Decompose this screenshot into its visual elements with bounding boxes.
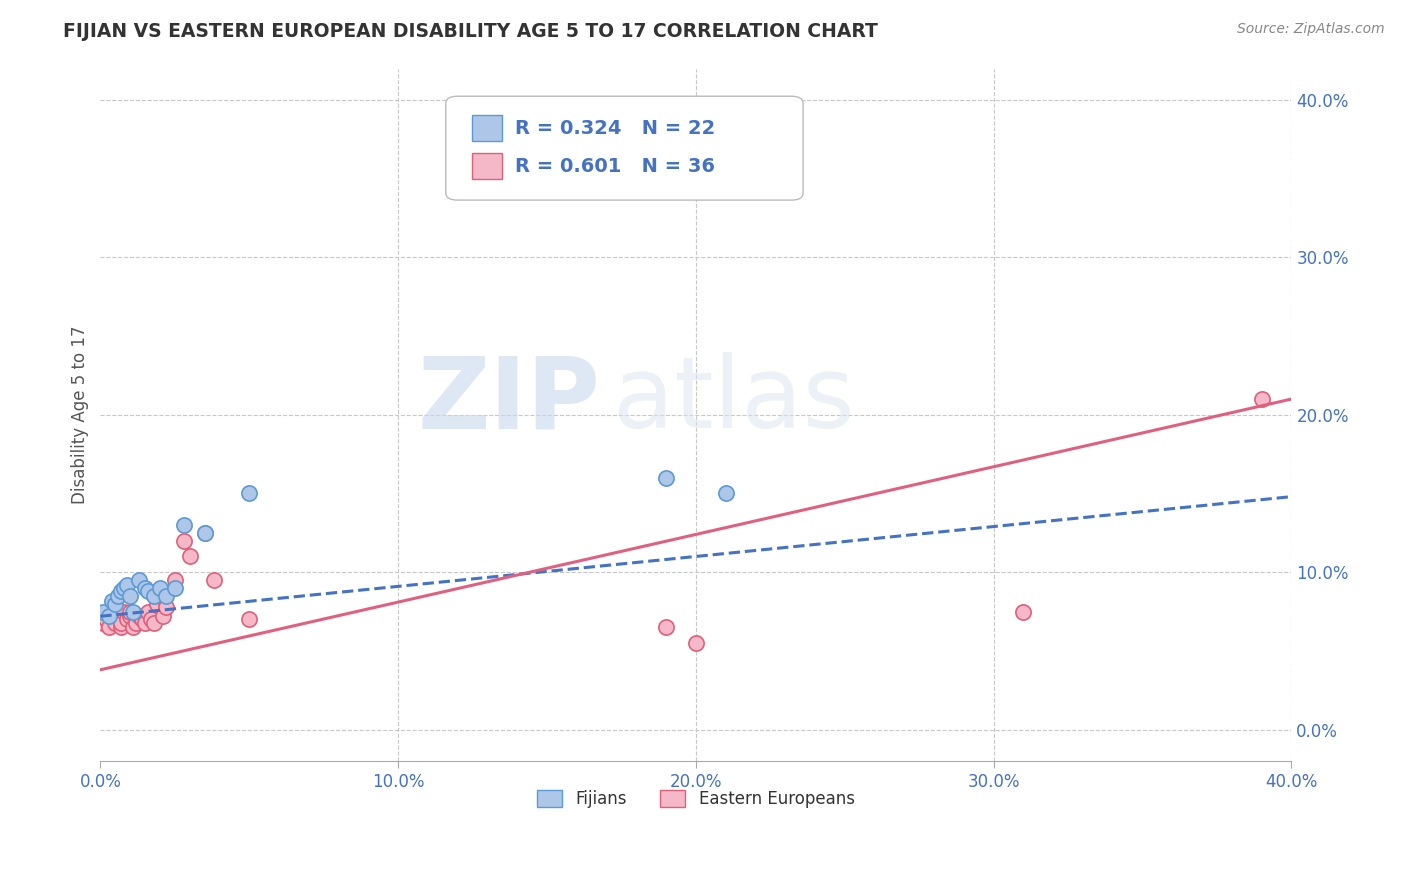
Text: atlas: atlas: [613, 352, 855, 450]
Point: [91, 615, 114, 630]
Point: [128, 573, 150, 587]
Point: [107, 609, 129, 624]
Point: [179, 549, 201, 564]
Legend: Fijians, Eastern Europeans: Fijians, Eastern Europeans: [530, 783, 862, 815]
Point: [120, 605, 142, 619]
Point: [115, 612, 138, 626]
Point: [194, 525, 217, 540]
Text: Source: ZipAtlas.com: Source: ZipAtlas.com: [1237, 22, 1385, 37]
Point: [101, 605, 124, 619]
Point: [136, 584, 159, 599]
Point: [655, 471, 678, 485]
Point: [98, 620, 121, 634]
Point: [98, 609, 121, 624]
FancyBboxPatch shape: [446, 96, 803, 200]
Point: [125, 615, 148, 630]
Point: [107, 589, 129, 603]
Point: [96, 612, 118, 626]
Text: FIJIAN VS EASTERN EUROPEAN DISABILITY AGE 5 TO 17 CORRELATION CHART: FIJIAN VS EASTERN EUROPEAN DISABILITY AG…: [63, 22, 879, 41]
FancyBboxPatch shape: [472, 153, 502, 179]
Point: [155, 589, 177, 603]
Point: [173, 518, 195, 533]
Point: [112, 605, 135, 619]
Point: [655, 620, 678, 634]
Point: [139, 612, 162, 626]
Point: [110, 620, 132, 634]
Text: R = 0.601   N = 36: R = 0.601 N = 36: [515, 157, 714, 176]
Point: [104, 612, 127, 626]
Point: [714, 486, 737, 500]
Point: [149, 581, 172, 595]
Point: [120, 609, 142, 624]
Point: [173, 533, 195, 548]
Point: [155, 599, 177, 614]
Point: [152, 609, 174, 624]
Point: [110, 584, 132, 599]
Point: [142, 615, 165, 630]
Point: [163, 581, 186, 595]
Point: [136, 605, 159, 619]
Point: [146, 597, 169, 611]
Point: [685, 636, 707, 650]
Point: [238, 612, 260, 626]
Point: [194, 525, 217, 540]
Text: R = 0.324   N = 22: R = 0.324 N = 22: [515, 119, 716, 137]
FancyBboxPatch shape: [472, 115, 502, 141]
Point: [89, 609, 111, 624]
Point: [142, 589, 165, 603]
Point: [134, 581, 156, 595]
Point: [91, 605, 114, 619]
Point: [1250, 392, 1272, 406]
Point: [163, 573, 186, 587]
Point: [120, 589, 142, 603]
Point: [128, 609, 150, 624]
Point: [101, 593, 124, 607]
Point: [115, 578, 138, 592]
Point: [110, 615, 132, 630]
Point: [1012, 605, 1035, 619]
Point: [104, 597, 127, 611]
Point: [202, 573, 225, 587]
Point: [134, 615, 156, 630]
Point: [131, 612, 153, 626]
Point: [112, 581, 135, 595]
Point: [149, 589, 172, 603]
Text: ZIP: ZIP: [418, 352, 600, 450]
Point: [104, 615, 127, 630]
Point: [238, 486, 260, 500]
Y-axis label: Disability Age 5 to 17: Disability Age 5 to 17: [72, 326, 89, 504]
Point: [122, 605, 145, 619]
Point: [122, 620, 145, 634]
